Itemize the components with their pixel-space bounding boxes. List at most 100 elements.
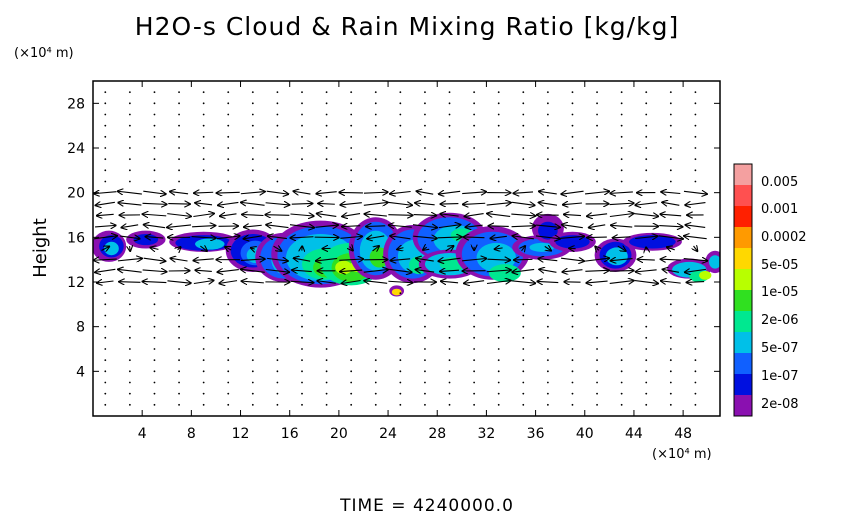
- wind-vector-arrow: [265, 270, 289, 273]
- wind-vector-arrow: [388, 281, 412, 282]
- wind-vector-dot: [202, 359, 205, 362]
- wind-vector-dot: [694, 180, 697, 183]
- wind-vector-dot: [424, 392, 426, 395]
- wind-vector-dot: [669, 180, 672, 183]
- wind-vector-arrow: [440, 214, 459, 216]
- wind-vector-dot: [301, 91, 303, 94]
- wind-vector-dot: [645, 135, 648, 138]
- wind-vector-dot: [497, 392, 500, 395]
- wind-vector-arrow: [663, 269, 679, 272]
- wind-vector-arrow: [317, 214, 337, 217]
- wind-vector-dot: [424, 314, 426, 317]
- wind-vector-dot: [276, 147, 279, 149]
- wind-vector-dot: [251, 359, 254, 362]
- wind-vector-arrow: [193, 281, 214, 284]
- wind-vector-dot: [104, 102, 107, 105]
- wind-vector-arrow: [609, 203, 634, 204]
- wind-vector-dot: [571, 403, 574, 406]
- wind-vector-dot: [473, 381, 476, 384]
- wind-vector-dot: [178, 147, 180, 149]
- wind-vector-dot: [669, 135, 672, 138]
- wind-vector-dot: [694, 314, 697, 317]
- wind-vector-arrow: [486, 270, 511, 272]
- wind-vector-dot: [694, 359, 697, 362]
- wind-vector-dot: [669, 147, 672, 149]
- wind-vector-dot: [276, 392, 279, 395]
- wind-vector-dot: [424, 135, 426, 138]
- wind-vector-arrow: [388, 215, 412, 216]
- wind-vector-arrow: [609, 271, 634, 272]
- wind-vector-dot: [571, 336, 574, 339]
- wind-vector-dot: [301, 135, 303, 138]
- wind-vector-dot: [276, 158, 279, 161]
- wind-vector-dot: [301, 303, 303, 306]
- wind-vector-dot: [178, 180, 180, 183]
- colorbar-label: 5e-05: [761, 258, 799, 273]
- wind-vector-dot: [596, 158, 598, 161]
- wind-vector-arrow: [97, 281, 114, 283]
- wind-vector-dot: [276, 325, 279, 328]
- wind-vector-dot: [424, 303, 426, 306]
- wind-vector-dot: [694, 348, 697, 350]
- wind-vector-arrow: [217, 192, 240, 193]
- wind-vector-dot: [571, 135, 574, 138]
- wind-vector-dot: [227, 113, 230, 116]
- wind-vector-dot: [645, 158, 648, 161]
- wind-vector-dot: [571, 158, 574, 161]
- wind-vector-arrow: [193, 214, 213, 217]
- wind-vector-dot: [374, 325, 377, 328]
- wind-vector-dot: [325, 158, 328, 161]
- wind-vector-dot: [178, 314, 180, 317]
- wind-vector-arrow: [658, 236, 683, 239]
- wind-vector-dot: [227, 303, 230, 306]
- wind-vector-arrow: [609, 281, 634, 284]
- wind-vector-dot: [620, 392, 623, 395]
- wind-vector-dot: [620, 359, 623, 362]
- wind-vector-dot: [669, 325, 672, 328]
- wind-vector-dot: [645, 91, 648, 94]
- wind-vector-arrow: [266, 191, 288, 194]
- wind-vector-dot: [251, 169, 254, 172]
- colorbar-swatch: [734, 227, 752, 249]
- wind-vector-arrow: [316, 258, 338, 261]
- wind-vector-dot: [448, 314, 451, 317]
- wind-vector-dot: [325, 147, 328, 149]
- wind-vector-arrow: [363, 202, 388, 205]
- wind-vector-arrow: [367, 236, 385, 239]
- wind-vector-dot: [473, 325, 476, 328]
- wind-vector-arrow: [251, 248, 255, 249]
- wind-vector-dot: [178, 370, 180, 373]
- colorbar-label: 5e-07: [761, 341, 799, 356]
- wind-vector-dot: [227, 348, 230, 350]
- wind-vector-dot: [276, 124, 279, 127]
- wind-vector-dot: [522, 370, 525, 373]
- wind-vector-dot: [645, 180, 648, 183]
- wind-vector-arrow: [266, 225, 289, 228]
- wind-vector-dot: [374, 314, 377, 317]
- wind-vector-arrow: [638, 259, 655, 260]
- wind-vector-dot: [497, 381, 500, 384]
- wind-vector-arrow: [539, 269, 557, 272]
- wind-vector-dot: [178, 158, 180, 161]
- wind-vector-dot: [497, 135, 500, 138]
- wind-vector-dot: [202, 403, 205, 406]
- wind-vector-dot: [669, 403, 672, 406]
- wind-vector-dot: [620, 303, 623, 306]
- wind-vector-dot: [546, 169, 549, 172]
- colorbar-label: 0.005: [761, 175, 798, 190]
- wind-vector-dot: [202, 370, 205, 373]
- wind-vector-dot: [325, 325, 328, 328]
- wind-vector-dot: [128, 169, 131, 172]
- wind-vector-dot: [424, 113, 426, 116]
- wind-vector-dot: [546, 102, 549, 105]
- wind-vector-dot: [571, 359, 574, 362]
- wind-vector-dot: [227, 325, 230, 328]
- wind-vector-dot: [522, 113, 525, 116]
- wind-vector-dot: [448, 158, 451, 161]
- wind-vector-arrow: [585, 258, 609, 261]
- wind-vector-arrow: [560, 236, 584, 238]
- wind-vector-arrow: [290, 214, 313, 216]
- wind-vector-dot: [350, 180, 353, 183]
- wind-vector-arrow: [318, 203, 335, 204]
- wind-vector-dot: [202, 91, 205, 94]
